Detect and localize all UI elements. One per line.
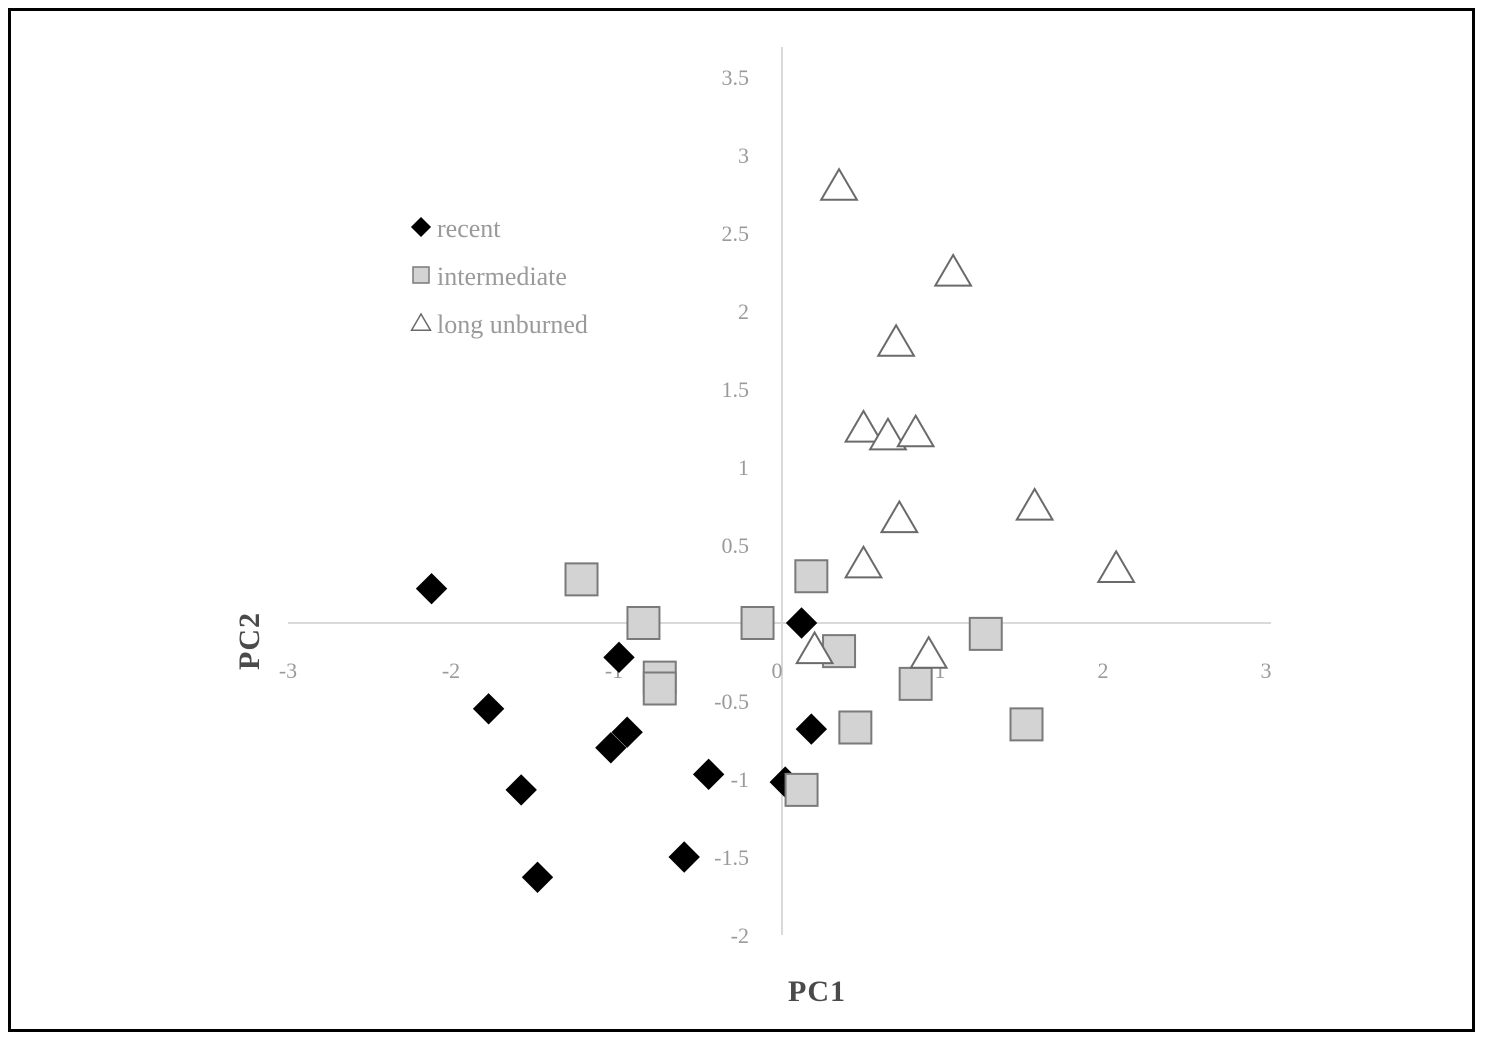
y-tick-label: 1.5 xyxy=(722,377,750,402)
legend-label-recent: recent xyxy=(437,214,501,243)
data-point-long-unburned xyxy=(896,413,936,448)
data-point-intermediate xyxy=(794,559,829,594)
axes xyxy=(288,47,1271,935)
legend-label-intermediate: intermediate xyxy=(437,262,567,291)
data-point-recent xyxy=(505,774,537,806)
x-tick-label: -3 xyxy=(279,658,297,683)
data-point-intermediate xyxy=(564,562,599,597)
data-point-recent xyxy=(668,841,700,873)
data-point-intermediate xyxy=(838,710,873,745)
legend-item-intermediate: intermediate xyxy=(412,262,567,291)
data-point-recent xyxy=(611,716,643,748)
data-point-intermediate xyxy=(898,666,933,701)
legend-item-recent: recent xyxy=(410,214,501,243)
scatter-chart: -3 -2 -1 0 1 2 3 -2 -1.5 -1 -0.5 0.5 1 1.5 2 2.5 3 3.5 P… xyxy=(233,47,1272,1008)
legend-item-long-unburned: long unburned xyxy=(410,310,588,339)
y-tick-label: -1.5 xyxy=(714,845,749,870)
x-tick-label: -2 xyxy=(442,658,460,683)
data-point-intermediate xyxy=(1009,707,1044,742)
legend-marker-recent xyxy=(410,216,432,238)
legend-label-long-unburned: long unburned xyxy=(437,310,588,339)
data-point-long-unburned xyxy=(933,253,973,287)
data-points xyxy=(415,167,1136,893)
x-tick-label: 2 xyxy=(1098,658,1109,683)
data-point-intermediate xyxy=(642,671,677,706)
data-point-recent xyxy=(692,758,725,791)
y-tick-label: -2 xyxy=(731,923,749,948)
data-point-long-unburned xyxy=(868,416,908,451)
data-point-recent xyxy=(472,693,505,725)
data-point-long-unburned xyxy=(795,630,835,665)
data-point-recent xyxy=(785,607,818,639)
data-point-long-unburned xyxy=(843,544,884,579)
data-point-long-unburned xyxy=(819,167,859,201)
x-tick-label: 1 xyxy=(935,658,946,683)
y-tick-label: 2 xyxy=(738,299,749,324)
y-axis-title: PC2 xyxy=(233,612,266,670)
x-tick-label: 0 xyxy=(772,658,783,683)
data-point-long-unburned xyxy=(909,635,949,669)
data-point-long-unburned xyxy=(843,409,884,443)
x-tick-label: 3 xyxy=(1261,658,1272,683)
data-point-long-unburned xyxy=(1015,487,1055,521)
y-tick-labels: -2 -1.5 -1 -0.5 0.5 1 1.5 2 2.5 3 3.5 xyxy=(714,65,749,948)
x-axis-title: PC1 xyxy=(788,975,846,1008)
y-tick-label: 2.5 xyxy=(722,221,750,246)
data-point-recent xyxy=(795,713,828,745)
legend-marker-intermediate xyxy=(412,266,430,284)
y-tick-label: 1 xyxy=(738,455,749,480)
y-tick-label: 3 xyxy=(738,143,749,168)
y-tick-label: 0.5 xyxy=(722,533,750,558)
legend: recent intermediate long unburned xyxy=(410,214,588,339)
data-point-intermediate xyxy=(968,616,1003,651)
data-point-long-unburned xyxy=(876,323,916,357)
x-tick-labels: -3 -2 -1 0 1 2 3 xyxy=(279,658,1272,683)
legend-marker-long-unburned xyxy=(410,312,432,331)
data-point-recent xyxy=(415,572,448,605)
data-point-recent xyxy=(595,732,627,764)
data-point-intermediate xyxy=(784,772,819,807)
y-tick-label: 3.5 xyxy=(722,65,750,90)
data-point-recent xyxy=(521,861,554,893)
data-point-recent xyxy=(603,641,635,674)
data-point-long-unburned xyxy=(1096,549,1136,583)
data-point-intermediate xyxy=(740,606,775,640)
y-tick-label: -1 xyxy=(731,767,749,792)
figure-frame: -3 -2 -1 0 1 2 3 -2 -1.5 -1 -0.5 0.5 1 1.5 2 2.5 3 3.5 P… xyxy=(8,8,1475,1032)
data-point-intermediate xyxy=(626,606,661,640)
y-tick-label: -0.5 xyxy=(714,689,749,714)
data-point-long-unburned xyxy=(879,499,919,534)
